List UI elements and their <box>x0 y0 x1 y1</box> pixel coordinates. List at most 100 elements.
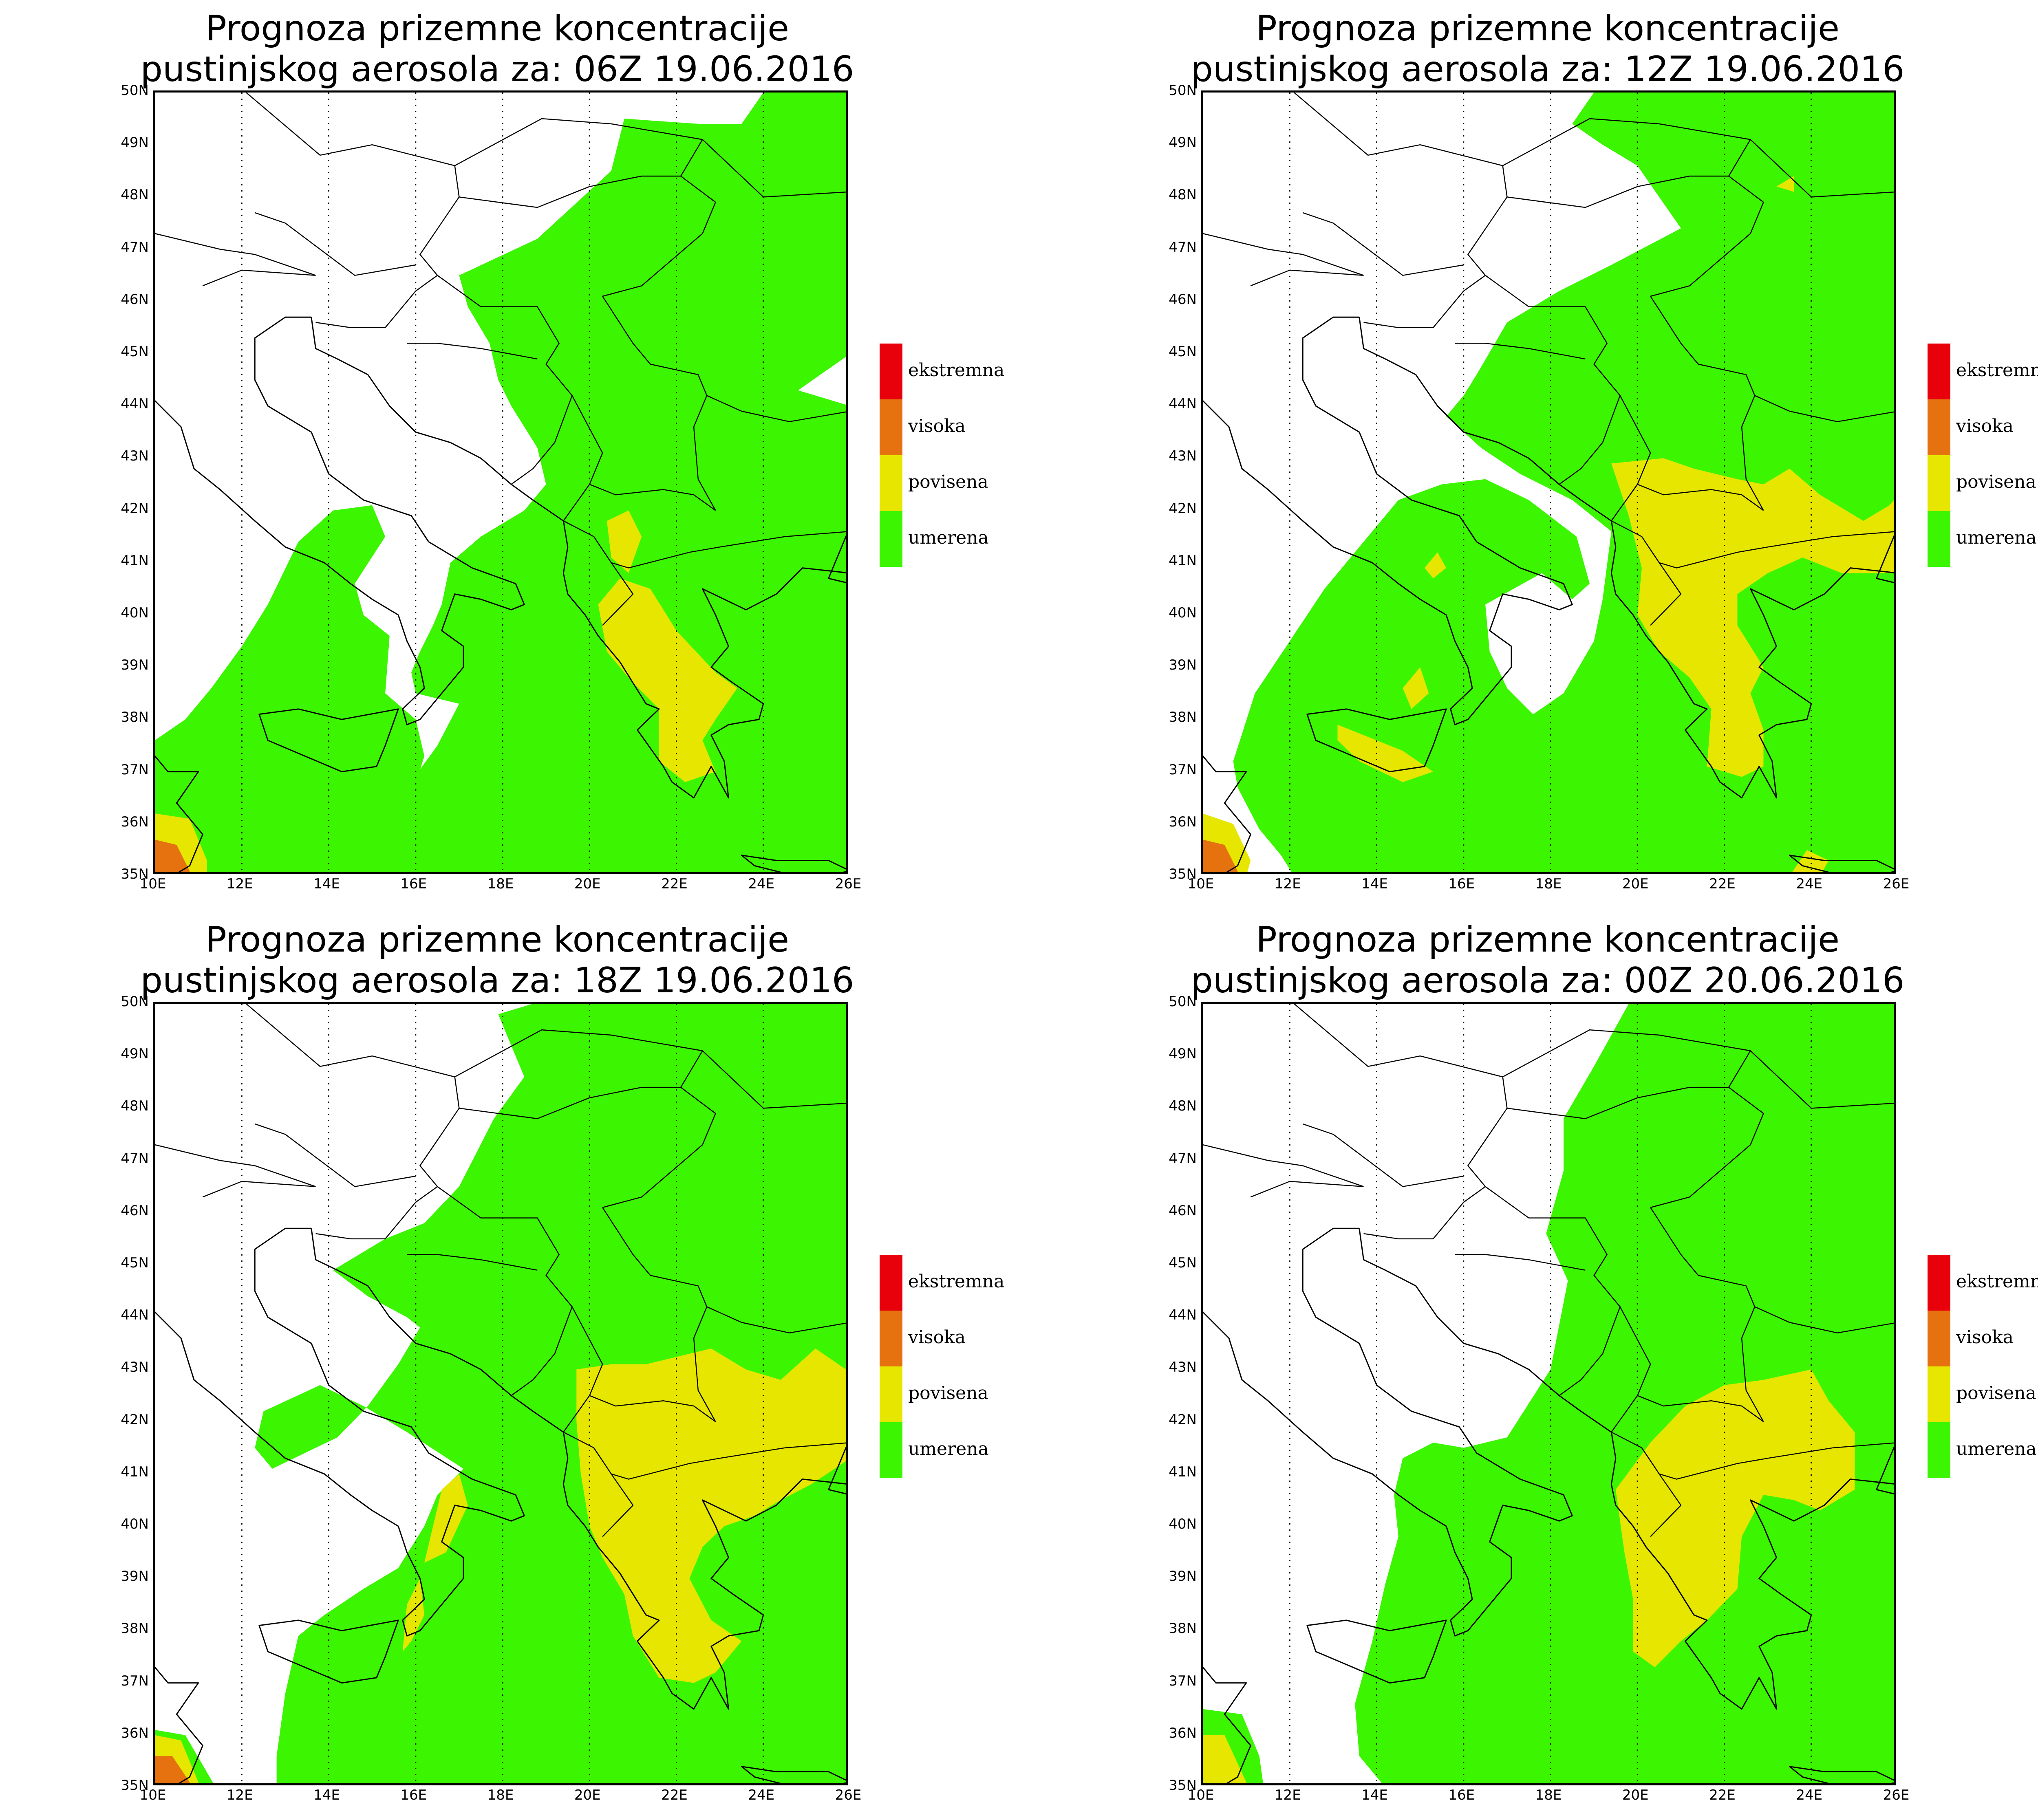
lat-tick-label: 46N <box>121 1202 149 1219</box>
coastline <box>1876 1445 1894 1495</box>
title-line-1: Prognoza prizemne koncentracije <box>205 8 790 49</box>
lat-tick-label: 35N <box>1169 1777 1197 1794</box>
lat-tick-label: 40N <box>121 1516 149 1532</box>
lat-tick-label: 41N <box>1169 1463 1197 1480</box>
country-border <box>1294 1004 1503 1077</box>
dust-area-povisena <box>1615 1369 1855 1668</box>
country-border <box>1294 93 1503 166</box>
dust-area-visoka <box>1203 839 1238 872</box>
legend-swatch-umerena <box>880 1422 902 1478</box>
lon-tick-label: 14E <box>313 1787 340 1803</box>
island-coastline <box>741 1766 846 1783</box>
lat-tick-label: 43N <box>1169 448 1197 465</box>
lat-tick-label: 39N <box>121 657 149 674</box>
lat-tick-label: 43N <box>121 1359 149 1376</box>
country-border <box>1250 1181 1364 1198</box>
lon-tick-label: 12E <box>1274 1787 1301 1803</box>
dust-area-visoka <box>155 839 190 872</box>
country-border <box>454 118 703 197</box>
country-border <box>1659 531 1894 568</box>
panel-title: Prognoza prizemne koncentracije pustinjs… <box>1050 8 2038 90</box>
lon-tick-label: 22E <box>661 1787 688 1803</box>
country-border <box>407 343 538 360</box>
lat-tick-label: 44N <box>121 396 149 412</box>
country-border <box>1754 395 1894 422</box>
island-coastline <box>1789 1766 1894 1783</box>
lat-tick-label: 42N <box>121 1411 149 1428</box>
country-border <box>706 395 846 422</box>
country-border <box>602 296 716 511</box>
legend-swatch-ekstremna <box>880 344 902 399</box>
dust-area-povisena <box>1792 850 1829 872</box>
lat-tick-label: 47N <box>1169 1150 1197 1167</box>
lat-tick-label: 41N <box>1169 552 1197 569</box>
country-border <box>1650 1207 1764 1422</box>
coastline <box>1876 534 1894 584</box>
lat-tick-label: 49N <box>1169 1046 1197 1062</box>
country-border <box>1302 1123 1464 1187</box>
lat-tick-label: 48N <box>1169 187 1197 203</box>
coastline <box>1203 1667 1251 1783</box>
coastline <box>155 1227 525 1637</box>
country-border <box>254 212 416 276</box>
lon-tick-label: 12E <box>226 876 253 892</box>
title-line-2: pustinjskog aerosola za: 06Z 19.06.2016 <box>140 49 854 90</box>
legend-swatch-ekstremna <box>1928 344 1950 399</box>
dust-area-povisena <box>607 510 642 573</box>
country-border <box>563 1307 603 1432</box>
dust-area-umerena <box>1355 1004 1894 1783</box>
lon-tick-label: 10E <box>139 1787 166 1803</box>
country-border <box>1637 1395 1764 1422</box>
country-border <box>563 520 634 626</box>
country-border <box>1611 1307 1651 1432</box>
lat-tick-label: 36N <box>121 1725 149 1741</box>
legend-label-visoka: visoka <box>1956 1327 2014 1348</box>
country-border <box>1611 1432 1682 1537</box>
legend-swatch-umerena <box>880 511 902 567</box>
lat-tick-label: 42N <box>1169 500 1197 517</box>
lat-tick-label: 48N <box>1169 1098 1197 1115</box>
lat-tick-label: 44N <box>121 1307 149 1324</box>
legend-swatch-umerena <box>1928 511 1950 567</box>
country-border <box>419 1086 716 1208</box>
lat-tick-label: 40N <box>1169 605 1197 621</box>
lat-tick-label: 37N <box>121 761 149 778</box>
map-svg <box>155 1004 846 1783</box>
country-border <box>1363 1186 1486 1240</box>
lat-tick-label: 40N <box>1169 1516 1197 1532</box>
country-border <box>1203 233 1364 276</box>
country-border <box>1485 1186 1621 1396</box>
island-coastline <box>258 708 399 773</box>
lon-tick-label: 24E <box>1796 876 1823 892</box>
lat-tick-label: 35N <box>121 1777 149 1794</box>
lat-tick-label: 47N <box>121 1150 149 1167</box>
lon-tick-label: 24E <box>748 1787 775 1803</box>
dust-area-povisena <box>424 1474 468 1563</box>
country-border <box>454 1029 703 1108</box>
legend-swatch-povisena <box>1928 1366 1950 1422</box>
lon-tick-label: 20E <box>1622 1787 1649 1803</box>
lon-tick-label: 10E <box>1187 876 1214 892</box>
lon-tick-label: 18E <box>487 876 514 892</box>
title-line-2: pustinjskog aerosola za: 18Z 19.06.2016 <box>140 960 854 1001</box>
legend-label-povisena: povisena <box>1956 1383 2036 1404</box>
lat-tick-label: 50N <box>1169 994 1197 1010</box>
coastline <box>1359 1228 1894 1710</box>
country-border <box>315 275 438 328</box>
coastline <box>155 316 525 725</box>
country-border <box>407 1254 538 1271</box>
map-svg <box>1203 93 1894 872</box>
lon-tick-label: 22E <box>1709 1787 1736 1803</box>
dust-area-povisena <box>1337 725 1434 782</box>
dust-area-povisena <box>402 1578 425 1652</box>
dust-area-povisena <box>1203 1735 1246 1783</box>
lat-tick-label: 37N <box>1169 1672 1197 1689</box>
lat-tick-label: 41N <box>121 552 149 569</box>
lat-tick-label: 44N <box>1169 396 1197 412</box>
legend-label-visoka: visoka <box>908 1327 966 1348</box>
country-border <box>680 139 846 198</box>
coastline <box>1359 317 1894 799</box>
dust-area-povisena <box>576 1348 846 1683</box>
lat-tick-label: 45N <box>121 344 149 360</box>
country-border <box>1467 175 1764 297</box>
